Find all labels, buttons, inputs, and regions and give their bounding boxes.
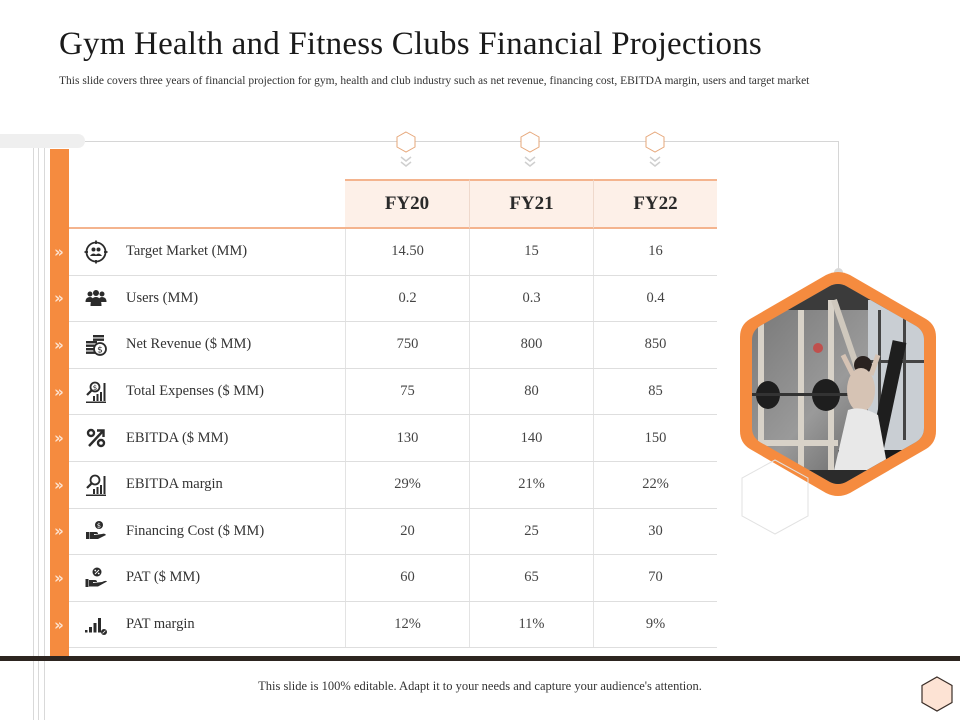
double-chevron-right-icon: » bbox=[54, 335, 64, 354]
footer-divider bbox=[0, 656, 960, 661]
chevron-down-icon bbox=[524, 156, 536, 167]
table-row: » EBITDA ($ MM) 130 140 150 bbox=[54, 415, 717, 462]
cell-fy22: 70 bbox=[593, 555, 717, 601]
double-chevron-right-icon: » bbox=[54, 615, 64, 634]
cell-fy22: 9% bbox=[593, 601, 717, 648]
table-row: » Target Market (MM) 14.50 15 16 bbox=[54, 229, 717, 276]
bar-signal-percent-icon bbox=[82, 611, 110, 639]
cell-fy21: 0.3 bbox=[469, 275, 593, 322]
gym-photo-hexagon bbox=[740, 272, 936, 496]
double-chevron-right-icon: » bbox=[54, 475, 64, 494]
cell-fy20: 0.2 bbox=[345, 275, 469, 322]
svg-text:$: $ bbox=[97, 345, 103, 355]
percent-arrow-icon bbox=[82, 424, 110, 452]
cell-fy20: 29% bbox=[345, 461, 469, 508]
table-row: » PAT ($ MM) 60 65 70 bbox=[54, 555, 717, 602]
double-chevron-right-icon: » bbox=[54, 429, 64, 448]
column-header-fy22: FY22 bbox=[593, 179, 717, 229]
double-chevron-right-icon: » bbox=[54, 382, 64, 401]
cell-fy21: 65 bbox=[469, 555, 593, 601]
double-chevron-right-icon: » bbox=[54, 242, 64, 261]
cell-fy21: 11% bbox=[469, 601, 593, 648]
chevron-down-icon bbox=[649, 156, 661, 167]
row-label: Users (MM) bbox=[126, 289, 199, 306]
cell-fy22: 16 bbox=[593, 229, 717, 275]
table-row: » PAT margin 12% 11% 9% bbox=[54, 601, 717, 649]
cell-fy22: 30 bbox=[593, 508, 717, 555]
cell-fy20: 20 bbox=[345, 508, 469, 555]
row-label: EBITDA margin bbox=[126, 476, 223, 493]
users-group-icon bbox=[82, 284, 110, 312]
cell-fy21: 80 bbox=[469, 368, 593, 415]
column-header-fy20: FY20 bbox=[345, 179, 469, 229]
cell-fy22: 850 bbox=[593, 322, 717, 368]
decorative-pill bbox=[0, 134, 85, 148]
cell-fy20: 750 bbox=[345, 322, 469, 368]
hexagon-icon bbox=[396, 131, 416, 153]
cell-fy21: 800 bbox=[469, 322, 593, 368]
row-label: PAT ($ MM) bbox=[126, 569, 201, 586]
cell-fy20: 14.50 bbox=[345, 229, 469, 275]
table-header: FY20 FY21 FY22 bbox=[69, 179, 717, 229]
hexagon-icon bbox=[520, 131, 540, 153]
cell-fy20: 12% bbox=[345, 601, 469, 648]
chevron-down-icon bbox=[400, 156, 412, 167]
decorative-line bbox=[33, 148, 34, 720]
connector-line bbox=[85, 141, 838, 142]
decorative-line bbox=[38, 148, 39, 720]
svg-text:$: $ bbox=[93, 384, 97, 392]
hand-dollar-icon: $ bbox=[82, 517, 110, 545]
page-title: Gym Health and Fitness Clubs Financial P… bbox=[59, 26, 762, 62]
cell-fy21: 140 bbox=[469, 415, 593, 461]
financial-projections-table: FY20 FY21 FY22 » Target Market (MM) 14.5… bbox=[54, 179, 717, 649]
coins-dollar-icon: $ bbox=[82, 331, 110, 359]
footer-note: This slide is 100% editable. Adapt it to… bbox=[258, 679, 702, 693]
cell-fy21: 25 bbox=[469, 508, 593, 555]
cell-fy20: 75 bbox=[345, 368, 469, 415]
row-label: Net Revenue ($ MM) bbox=[126, 336, 252, 353]
cell-fy21: 21% bbox=[469, 461, 593, 508]
table-row: » $ Financing Cost ($ MM) 20 25 30 bbox=[54, 508, 717, 556]
target-audience-icon bbox=[82, 238, 110, 266]
row-label: Target Market (MM) bbox=[126, 243, 248, 260]
column-header-fy21: FY21 bbox=[469, 179, 593, 229]
cell-fy22: 85 bbox=[593, 368, 717, 415]
row-label: Total Expenses ($ MM) bbox=[126, 383, 264, 400]
magnifier-dollar-chart-icon: $ bbox=[82, 378, 110, 406]
double-chevron-right-icon: » bbox=[54, 289, 64, 308]
table-row: » $ Net Revenue ($ MM) 750 800 850 bbox=[54, 322, 717, 369]
decorative-hexagon bbox=[741, 459, 809, 535]
cell-fy22: 22% bbox=[593, 461, 717, 508]
page-subtitle: This slide covers three years of financi… bbox=[59, 75, 810, 87]
row-label: Financing Cost ($ MM) bbox=[126, 522, 265, 539]
table-row: » EBITDA margin 29% 21% 22% bbox=[54, 461, 717, 509]
svg-text:$: $ bbox=[97, 522, 101, 530]
hexagon-icon bbox=[645, 131, 665, 153]
table-row: » Users (MM) 0.2 0.3 0.4 bbox=[54, 275, 717, 323]
decorative-line bbox=[44, 148, 45, 720]
table-row: » $ Total Expenses ($ MM) 75 80 85 bbox=[54, 368, 717, 416]
double-chevron-right-icon: » bbox=[54, 522, 64, 541]
cell-fy21: 15 bbox=[469, 229, 593, 275]
cell-fy20: 60 bbox=[345, 555, 469, 601]
cell-fy22: 150 bbox=[593, 415, 717, 461]
cell-fy22: 0.4 bbox=[593, 275, 717, 322]
connector-line-vertical bbox=[838, 141, 839, 272]
hand-percent-icon bbox=[82, 564, 110, 592]
row-label: EBITDA ($ MM) bbox=[126, 429, 229, 446]
header-divider bbox=[69, 227, 345, 229]
magnifier-chart-icon bbox=[82, 471, 110, 499]
hexagon-icon bbox=[921, 676, 953, 712]
double-chevron-right-icon: » bbox=[54, 568, 64, 587]
accent-bar bbox=[50, 149, 69, 657]
cell-fy20: 130 bbox=[345, 415, 469, 461]
row-label: PAT margin bbox=[126, 616, 195, 633]
